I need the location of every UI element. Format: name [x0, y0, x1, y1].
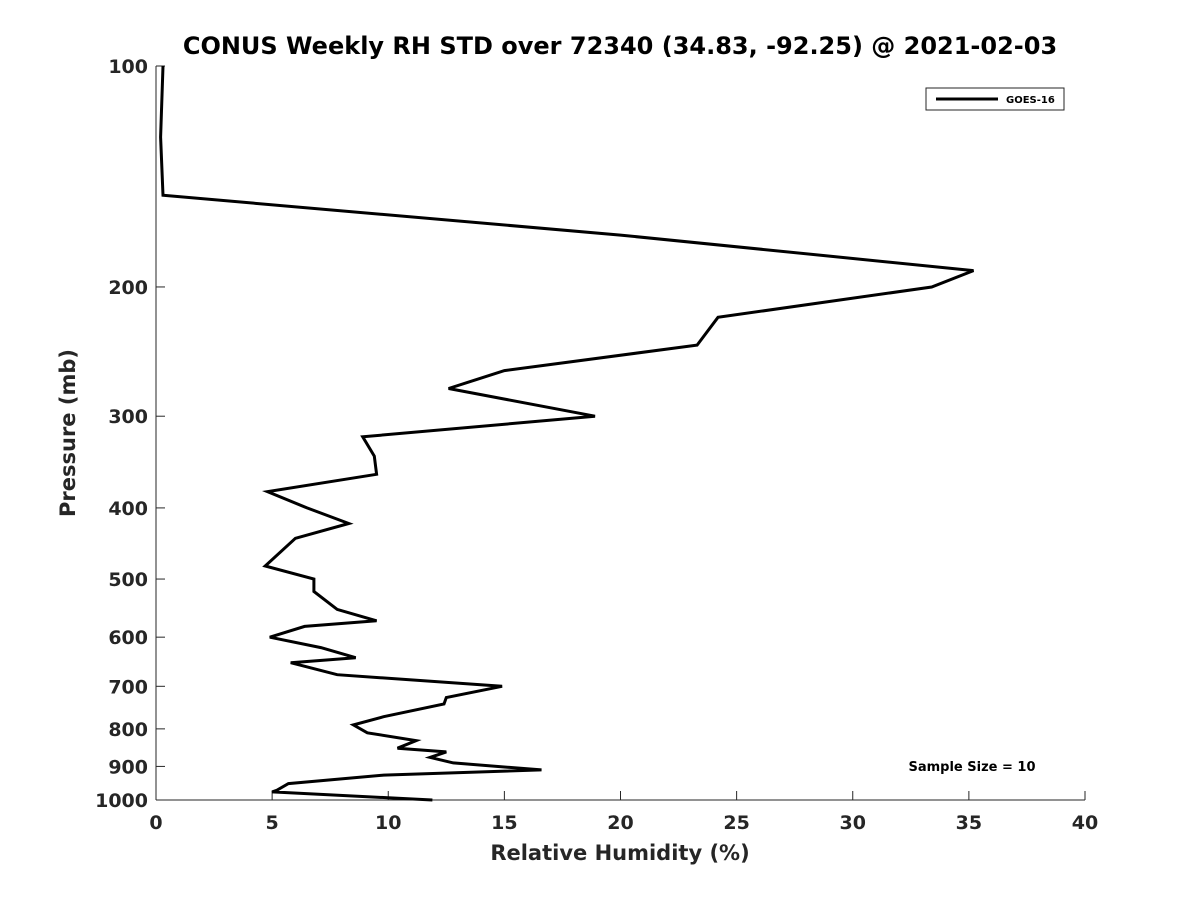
x-tick-label: 10: [375, 812, 401, 834]
y-tick-label: 900: [108, 756, 148, 778]
y-tick-label: 700: [108, 676, 148, 698]
chart-title: CONUS Weekly RH STD over 72340 (34.83, -…: [183, 32, 1057, 60]
x-ticks: 0 5 10 15 20 25 30 35 40: [149, 791, 1098, 834]
x-tick-label: 5: [266, 812, 279, 834]
x-tick-label: 30: [840, 812, 866, 834]
sample-size-annotation: Sample Size = 10: [908, 760, 1035, 775]
legend: GOES-16: [925, 87, 1065, 111]
y-tick-label: 1000: [95, 790, 148, 812]
series-line-1: [159, 65, 975, 802]
y-tick-label: 100: [108, 56, 148, 78]
x-axis-label: Relative Humidity (%): [490, 841, 749, 865]
y-tick-label: 600: [108, 627, 148, 649]
plot-axes: [155, 66, 1085, 801]
x-tick-label: 0: [149, 812, 162, 834]
y-tick-label: 200: [108, 277, 148, 299]
y-tick-label: 400: [108, 498, 148, 520]
x-tick-label: 15: [491, 812, 517, 834]
y-ticks: 100 200 300 400 500 600 700 800 900 1000: [95, 56, 165, 812]
x-tick-label: 25: [723, 812, 749, 834]
y-axis-label: Pressure (mb): [56, 349, 80, 517]
legend-label: GOES-16: [1006, 95, 1055, 106]
y-tick-label: 500: [108, 569, 148, 591]
x-tick-label: 35: [956, 812, 982, 834]
y-tick-label: 300: [108, 406, 148, 428]
series-layer: [159, 65, 975, 802]
x-tick-label: 40: [1072, 812, 1098, 834]
x-tick-label: 20: [607, 812, 633, 834]
y-tick-label: 800: [108, 719, 148, 741]
